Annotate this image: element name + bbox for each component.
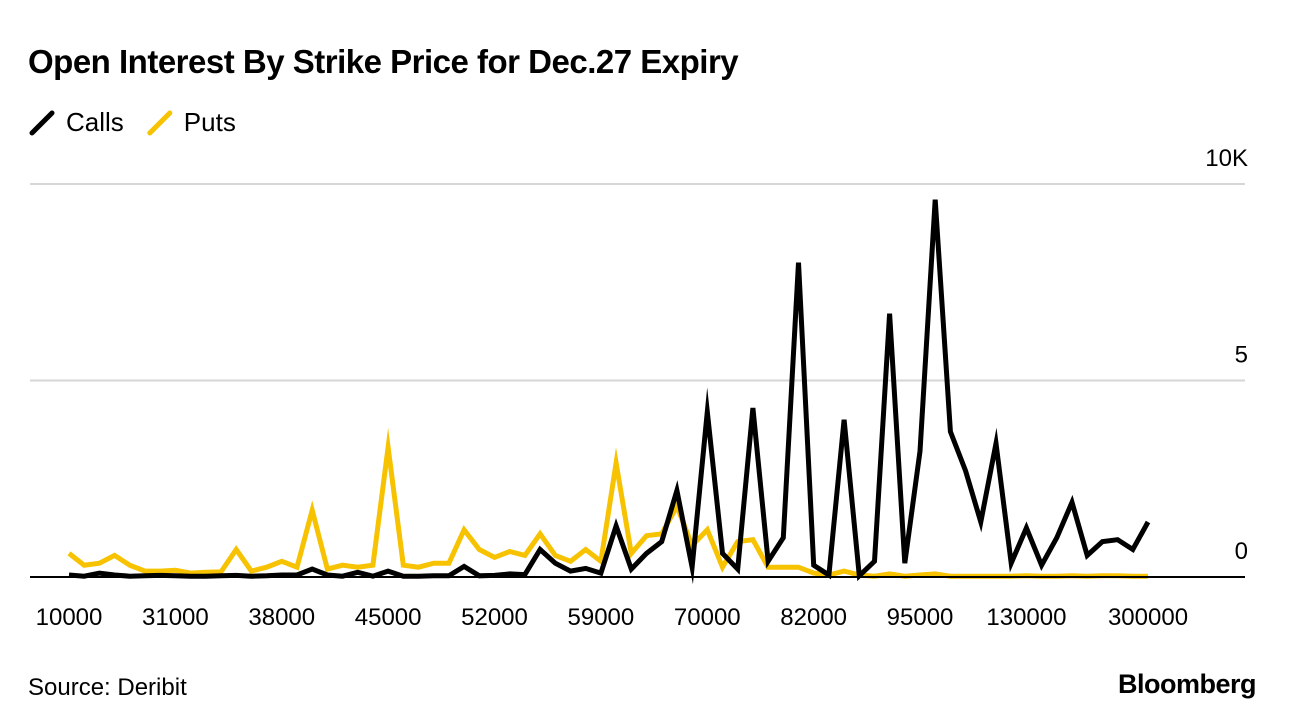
x-tick-label: 59000 [568, 604, 635, 631]
x-tick-label: 95000 [887, 604, 954, 631]
x-tick-label: 130000 [986, 604, 1066, 631]
x-tick-label: 82000 [780, 604, 847, 631]
legend-swatch [29, 110, 55, 136]
y-tick-label: 0 [1235, 538, 1248, 565]
x-tick-label: 45000 [355, 604, 422, 631]
legend-label: Puts [184, 107, 236, 137]
y-tick-label: 5 [1235, 342, 1248, 369]
legend-label: Calls [66, 107, 124, 137]
x-tick-label: 300000 [1108, 604, 1188, 631]
x-tick-label: 31000 [142, 604, 209, 631]
source: Source: Deribit [28, 674, 187, 701]
y-tick-label: 10K [1205, 145, 1248, 172]
x-tick-label: 70000 [674, 604, 741, 631]
x-tick-label: 52000 [461, 604, 528, 631]
legend-swatch [147, 110, 173, 136]
x-tick-label: 10000 [36, 604, 103, 631]
chart-title: Open Interest By Strike Price for Dec.27… [28, 43, 739, 80]
legend: Calls Puts [29, 107, 236, 137]
brand: Bloomberg [1118, 669, 1256, 699]
x-tick-label: 38000 [248, 604, 315, 631]
